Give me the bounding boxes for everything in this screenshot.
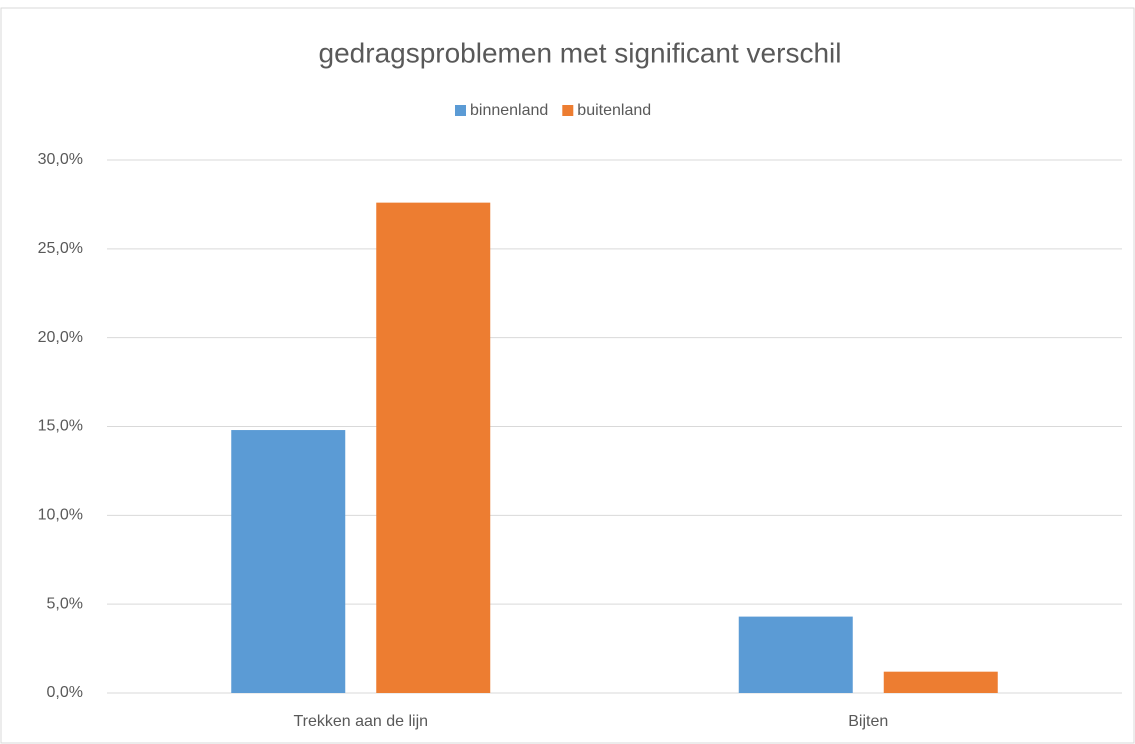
y-tick-label: 10,0% — [38, 507, 83, 524]
legend-swatch — [562, 105, 574, 116]
y-tick-label: 0,0% — [47, 684, 83, 701]
legend-label: binnenland — [470, 102, 548, 119]
bar — [231, 430, 346, 693]
bar — [738, 616, 853, 693]
x-tick-label: Trekken aan de lijn — [293, 713, 428, 730]
legend-label: buitenland — [577, 102, 651, 119]
x-tick-label: Bijten — [848, 713, 888, 730]
y-tick-label: 5,0% — [47, 595, 83, 612]
y-tick-label: 30,0% — [38, 151, 83, 168]
chart-title: gedragsproblemen met significant verschi… — [319, 37, 842, 68]
y-tick-label: 20,0% — [38, 329, 83, 346]
bar — [883, 671, 998, 693]
y-tick-label: 15,0% — [38, 418, 83, 435]
legend-swatch — [455, 105, 466, 116]
y-tick-label: 25,0% — [38, 240, 83, 257]
chart-border — [0, 7, 1135, 744]
bar — [376, 202, 491, 693]
